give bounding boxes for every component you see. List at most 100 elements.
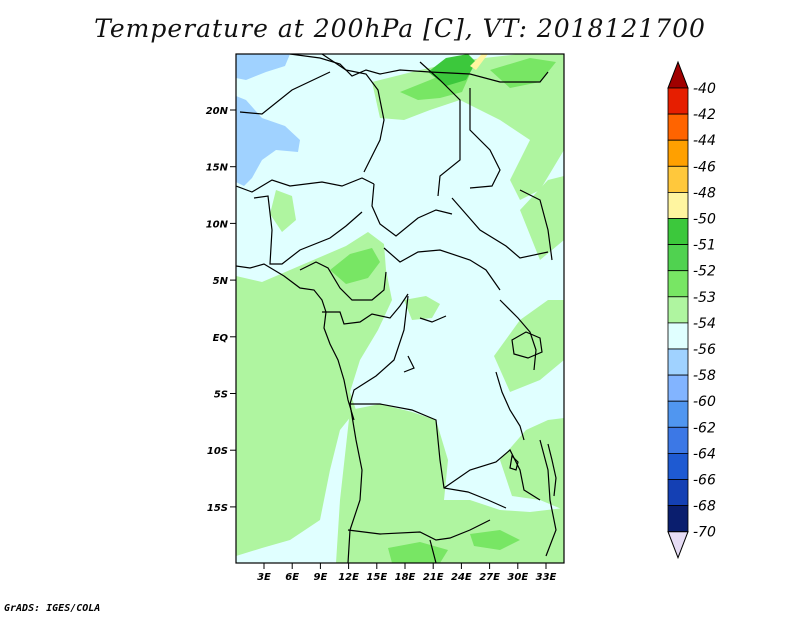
colorbar-swatch <box>667 218 689 246</box>
warm-streak-southeast <box>494 300 564 392</box>
colorbar-label: -54 <box>693 316 716 332</box>
colorbar-swatch <box>667 191 689 219</box>
mid-green-south <box>388 542 448 563</box>
lon-tick-label: 6E <box>285 572 299 583</box>
warm-patch-congo <box>404 296 440 320</box>
lon-tick-label: 12E <box>338 572 359 583</box>
atlantic-coast <box>236 263 355 421</box>
lon-tick-label: 24E <box>451 572 472 583</box>
chart-title: Temperature at 200hPa [C], VT: 201812170… <box>94 14 706 43</box>
lat-tick-label: 5S <box>214 390 228 401</box>
colorbar-label: -58 <box>693 368 716 384</box>
lat-tick-label: 15S <box>207 503 228 514</box>
rivers-congo <box>403 315 447 373</box>
colorbar-swatch <box>667 165 689 193</box>
colorbar-bottom-triangle <box>667 531 689 560</box>
lon-tick-label: 15E <box>366 572 387 583</box>
cold-patch-northwest <box>236 54 290 80</box>
lon-tick-label: 27E <box>479 572 500 583</box>
lon-tick-label: 33E <box>536 572 557 583</box>
credit-label: GrADS: IGES/COLA <box>4 603 101 614</box>
border-niger-south <box>236 177 375 193</box>
border-sudan-south <box>451 197 549 259</box>
colorbar-swatch <box>667 505 689 533</box>
colorbar-swatch <box>667 270 689 298</box>
warm-region-east <box>500 418 564 510</box>
warm-patch-west-africa <box>270 190 296 232</box>
border-niger-chad <box>239 71 331 115</box>
colorbar-label: -42 <box>693 107 716 123</box>
mid-green-southeast <box>470 530 520 550</box>
lon-tick-label: 30E <box>507 572 528 583</box>
colorbar-swatch <box>667 400 689 428</box>
border-nigeria <box>253 195 363 265</box>
border-car <box>383 247 501 291</box>
colorbar-label: -68 <box>693 499 716 515</box>
warm-streak-east <box>520 176 564 260</box>
warm-region-southwest <box>236 232 392 556</box>
warm-region-south <box>336 404 564 563</box>
lake-mweru <box>509 454 519 471</box>
colorbar-label: -66 <box>693 473 716 489</box>
lat-tick-label: 15N <box>206 163 229 174</box>
mid-green-cameroon <box>330 248 380 284</box>
colorbar-swatch <box>667 87 689 115</box>
mediterranean-coast <box>289 54 549 83</box>
colorbar-swatch <box>667 452 689 480</box>
lon-tick-label: 3E <box>257 572 271 583</box>
border-egypt-sudan <box>469 88 501 189</box>
border-zambia-malawi <box>443 449 541 501</box>
map-frame <box>235 53 565 564</box>
lake-malawi <box>547 443 557 497</box>
border-libya-east <box>419 61 461 197</box>
colorbar-label: -53 <box>693 290 716 306</box>
border-angola-zambia <box>347 403 363 563</box>
dark-green-north <box>428 54 476 86</box>
colorbar-swatch <box>667 322 689 350</box>
colorbar-label: -46 <box>693 159 716 175</box>
mid-green-northeast <box>490 58 556 88</box>
colorbar-top-triangle <box>667 60 689 89</box>
colorbar-label: -62 <box>693 420 716 436</box>
colorbar-swatch <box>667 113 689 141</box>
colorbar-swatch <box>667 244 689 272</box>
colorbar-swatch <box>667 426 689 454</box>
border-drc <box>349 295 507 509</box>
colorbar-label: -70 <box>693 525 716 541</box>
cold-patch-west <box>236 96 300 186</box>
lat-tick-label: 20N <box>206 106 229 117</box>
border-congo-gabon <box>322 293 409 325</box>
lat-tick-label: EQ <box>213 333 229 344</box>
lat-tick-label: 10S <box>207 446 228 457</box>
lake-tanganyika <box>495 371 525 441</box>
lake-victoria <box>511 331 543 359</box>
border-mozambique <box>539 439 557 557</box>
colorbar-swatch <box>667 374 689 402</box>
lon-tick-label: 9E <box>314 572 328 583</box>
map-borders <box>236 54 557 563</box>
colorbar-label: -51 <box>693 238 716 254</box>
border-ethiopia <box>519 189 553 261</box>
colorbar-swatch <box>667 348 689 376</box>
colorbar-label: -50 <box>693 212 716 228</box>
colorbar-label: -40 <box>693 81 716 97</box>
longitude-axis: 3E 6E 9E 12E 15E 18E 21E 24E 27E 30E 33E <box>257 563 557 583</box>
latitude-axis: 20N 15N 10N 5N EQ 5S 10S 15S <box>206 106 236 514</box>
colorbar-label: -64 <box>693 446 716 462</box>
map-panel <box>236 54 564 563</box>
lon-tick-label: 21E <box>423 572 444 583</box>
border-libya-chad <box>321 54 385 173</box>
colorbar-swatch <box>667 296 689 324</box>
colorbar-label: -44 <box>693 133 716 149</box>
colorbar-label: -56 <box>693 342 716 358</box>
lat-tick-label: 10N <box>206 219 229 230</box>
yellow-streak-north <box>470 54 488 70</box>
colorbar-label: -48 <box>693 185 716 201</box>
colorbar-label: -60 <box>693 394 716 410</box>
colorbar-swatch <box>667 479 689 507</box>
border-cameroon <box>299 261 387 301</box>
lat-tick-label: 5N <box>213 276 229 287</box>
border-botswana <box>429 539 437 563</box>
colorbar-label: -52 <box>693 264 716 280</box>
